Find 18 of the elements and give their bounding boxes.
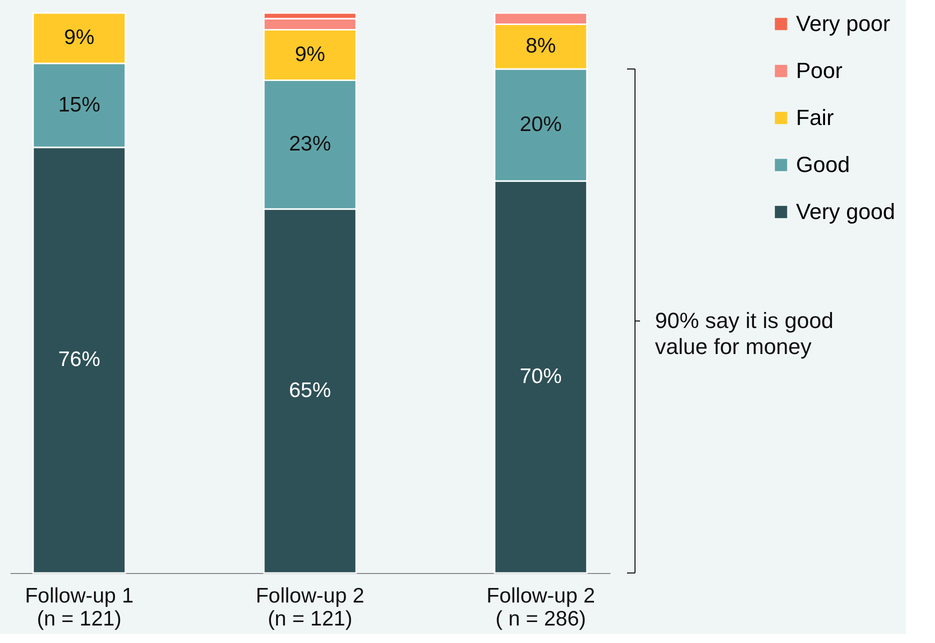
- x-tick-label: Follow-up 1 (n = 121): [24, 584, 134, 630]
- legend-label: Poor: [796, 58, 842, 83]
- data-label: 9%: [294, 43, 326, 66]
- data-label: 23%: [288, 132, 332, 156]
- data-label: 15%: [58, 93, 100, 116]
- text: 90% say it is good value for money: [655, 308, 834, 359]
- legend-label: Fair: [796, 105, 834, 130]
- x-tick-label: Follow-up 2 (n = 121): [256, 584, 364, 630]
- data-label: 76%: [58, 348, 100, 372]
- legend-label: Very poor: [796, 11, 890, 36]
- data-label: 70%: [520, 365, 562, 388]
- legend-label: Good: [796, 152, 850, 177]
- legend-label: Very good: [796, 199, 896, 224]
- data-label: 8%: [526, 34, 556, 58]
- data-label: 20%: [520, 113, 562, 136]
- x-tick-label: Follow-up 2 ( n = 286): [486, 584, 596, 630]
- data-label: 9%: [64, 26, 94, 50]
- data-label: 65%: [288, 379, 332, 402]
